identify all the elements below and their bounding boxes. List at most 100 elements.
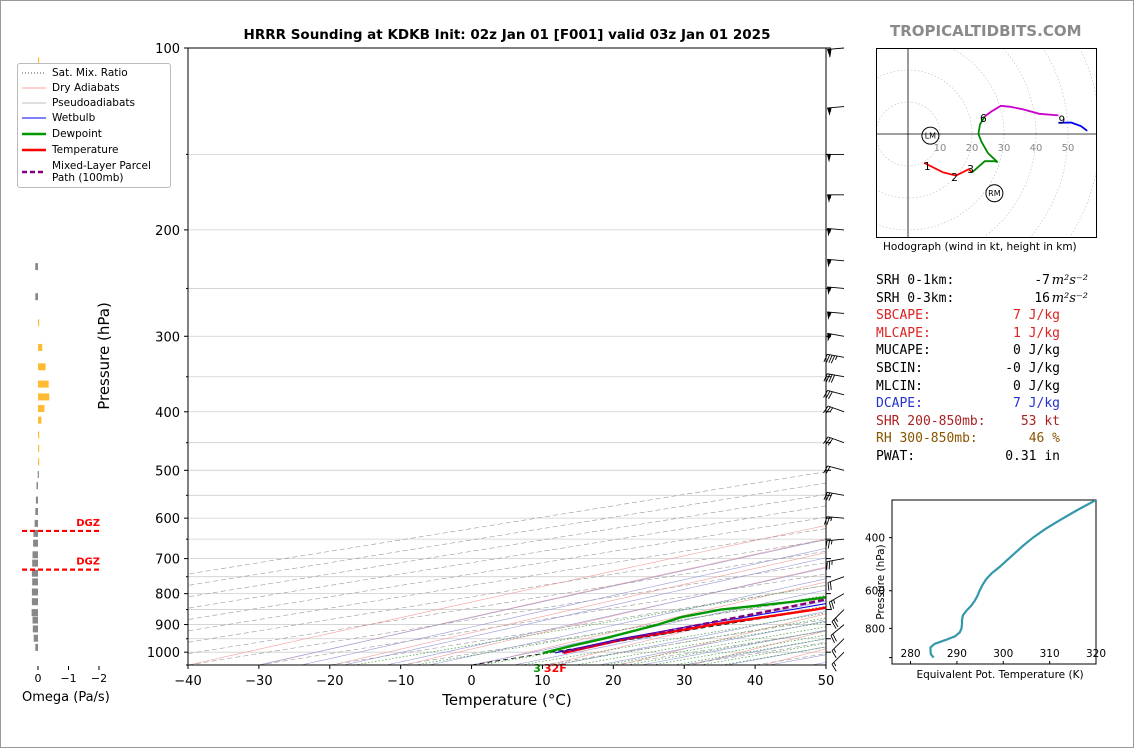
isotherm	[188, 482, 826, 586]
thetae-x-tick-label: 310	[1040, 648, 1060, 660]
barb-full	[829, 49, 832, 58]
barb-staff	[827, 227, 845, 231]
y-tick-label: 800	[155, 588, 180, 603]
barb-full	[828, 493, 833, 501]
series-dewpoint	[542, 596, 826, 655]
plot-border	[187, 47, 827, 666]
stat-row: RH 300-850mb: 46 %	[876, 430, 1096, 448]
omega-bar	[38, 319, 40, 327]
barb-full	[825, 406, 831, 414]
isotherm	[188, 471, 826, 575]
pseudoadiabat	[343, 557, 826, 665]
stat-label: MUCAPE:	[876, 343, 931, 359]
barb-full	[827, 540, 830, 549]
stat-row: SHR 200-850mb: 53 kt	[876, 413, 1096, 431]
barb-pennant	[827, 333, 832, 342]
barb-full	[828, 355, 833, 363]
y-tick-label: 600	[155, 512, 180, 527]
y-tick-label: 1000	[147, 646, 180, 661]
legend-label: Wetbulb	[52, 112, 96, 124]
mixing-ratio-line	[521, 612, 826, 665]
barb-full	[823, 405, 829, 414]
x-tick-label: −40	[174, 674, 201, 689]
barb-staff	[827, 576, 845, 583]
barb-full	[830, 374, 836, 383]
barb-staff	[827, 106, 845, 109]
y-tick-label: 500	[155, 464, 180, 479]
dry-adiabat	[188, 525, 826, 665]
hodograph-ring-label: 20	[966, 143, 979, 154]
barb-half	[835, 355, 838, 361]
barb-staff	[827, 538, 845, 542]
barb-half	[829, 107, 832, 112]
legend-label: Dewpoint	[52, 128, 102, 140]
stat-value: -7	[1034, 273, 1050, 288]
wind-barb	[823, 373, 845, 383]
thetae-y-tick-label: 600	[865, 586, 885, 598]
barb-half	[835, 617, 839, 622]
barb-half	[830, 517, 833, 522]
omega-bar	[38, 431, 40, 439]
storm-motion-marker	[921, 126, 940, 145]
barb-staff	[829, 593, 845, 603]
wind-barb	[827, 153, 844, 163]
isotherm	[188, 516, 826, 620]
barb-half	[830, 407, 834, 412]
barb-staff	[827, 516, 845, 519]
wind-barb	[827, 576, 845, 591]
dgz-label: DGZ	[76, 518, 100, 529]
barb-full	[825, 540, 828, 549]
stat-label: SHR 200-850mb:	[876, 413, 986, 429]
thetae-x-label: Equivalent Pot. Temperature (K)	[916, 669, 1083, 681]
stat-value: 0.31 in	[1005, 448, 1060, 464]
pseudoadiabat	[428, 578, 826, 665]
stat-value: 46 %	[1028, 431, 1060, 447]
barb-half	[829, 287, 832, 292]
stat-value: 0 J/kg	[1013, 378, 1060, 394]
wind-barb	[823, 465, 845, 474]
omega-bar	[35, 263, 38, 271]
hodograph-segment	[942, 168, 973, 177]
barb-full	[825, 492, 831, 501]
barb-full	[832, 633, 837, 642]
hodograph-height-label: 3	[967, 164, 974, 176]
skewt-plot-area	[188, 48, 826, 665]
stat-unit: m²s⁻²	[1051, 273, 1088, 288]
barb-staff	[827, 311, 845, 314]
legend-label: Mixed-Layer Parcel Path (100mb)	[52, 160, 151, 184]
omega-tick-label: 0	[35, 672, 42, 685]
barb-half	[829, 194, 832, 199]
storm-motion-label: LM	[925, 132, 936, 141]
x-tick-label: −30	[245, 674, 272, 689]
stat-label: SRH 0-3km:	[876, 290, 955, 306]
omega-bar	[35, 508, 38, 515]
omega-bar	[38, 363, 46, 371]
pseudoadiabat	[301, 548, 826, 665]
omega-bar	[38, 405, 45, 412]
thetae-y-tick-label: 800	[865, 623, 885, 635]
y-tick-label: 900	[155, 619, 180, 634]
omega-bar	[31, 598, 38, 606]
wind-barb	[826, 558, 845, 570]
stat-label: SBCIN:	[876, 360, 923, 376]
omega-bar	[35, 293, 38, 301]
omega-bar	[34, 519, 38, 527]
omega-bar	[38, 57, 40, 65]
y-tick-label: 100	[155, 42, 180, 57]
hodograph-caption: Hodograph (wind in kt, height in km)	[883, 241, 1077, 253]
barb-half	[829, 228, 832, 233]
dry-adiabat	[404, 566, 826, 665]
pseudoadiabat	[258, 539, 826, 665]
stat-label: DCAPE:	[876, 396, 923, 412]
hodograph-segment	[923, 161, 944, 174]
barb-full	[830, 635, 835, 644]
thetae-chart: 280 290 300 310 320 400 600 800 Equivalent Pot. …	[865, 499, 1106, 681]
omega-bar	[36, 482, 38, 490]
stat-label: MLCAPE:	[876, 325, 931, 341]
isotherm	[188, 551, 826, 654]
legend-label: Sat. Mix. Ratio	[52, 67, 128, 79]
hodograph-border	[876, 48, 1097, 238]
thetae-line	[929, 500, 1096, 659]
omega-bar	[33, 529, 38, 537]
hodograph-height-label: 1	[924, 161, 931, 173]
